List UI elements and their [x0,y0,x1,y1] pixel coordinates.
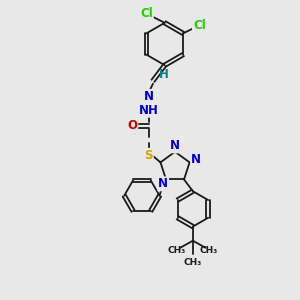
Text: CH₃: CH₃ [167,246,186,255]
Text: N: N [143,90,154,103]
Text: CH₃: CH₃ [200,246,218,255]
Text: O: O [127,119,137,132]
Text: NH: NH [139,104,158,117]
Text: Cl: Cl [193,19,206,32]
Text: CH₃: CH₃ [184,258,202,267]
Text: N: N [191,153,201,166]
Text: Cl: Cl [140,7,153,20]
Text: N: N [158,177,168,190]
Text: S: S [144,149,153,162]
Text: H: H [159,68,169,81]
Text: N: N [170,140,180,152]
